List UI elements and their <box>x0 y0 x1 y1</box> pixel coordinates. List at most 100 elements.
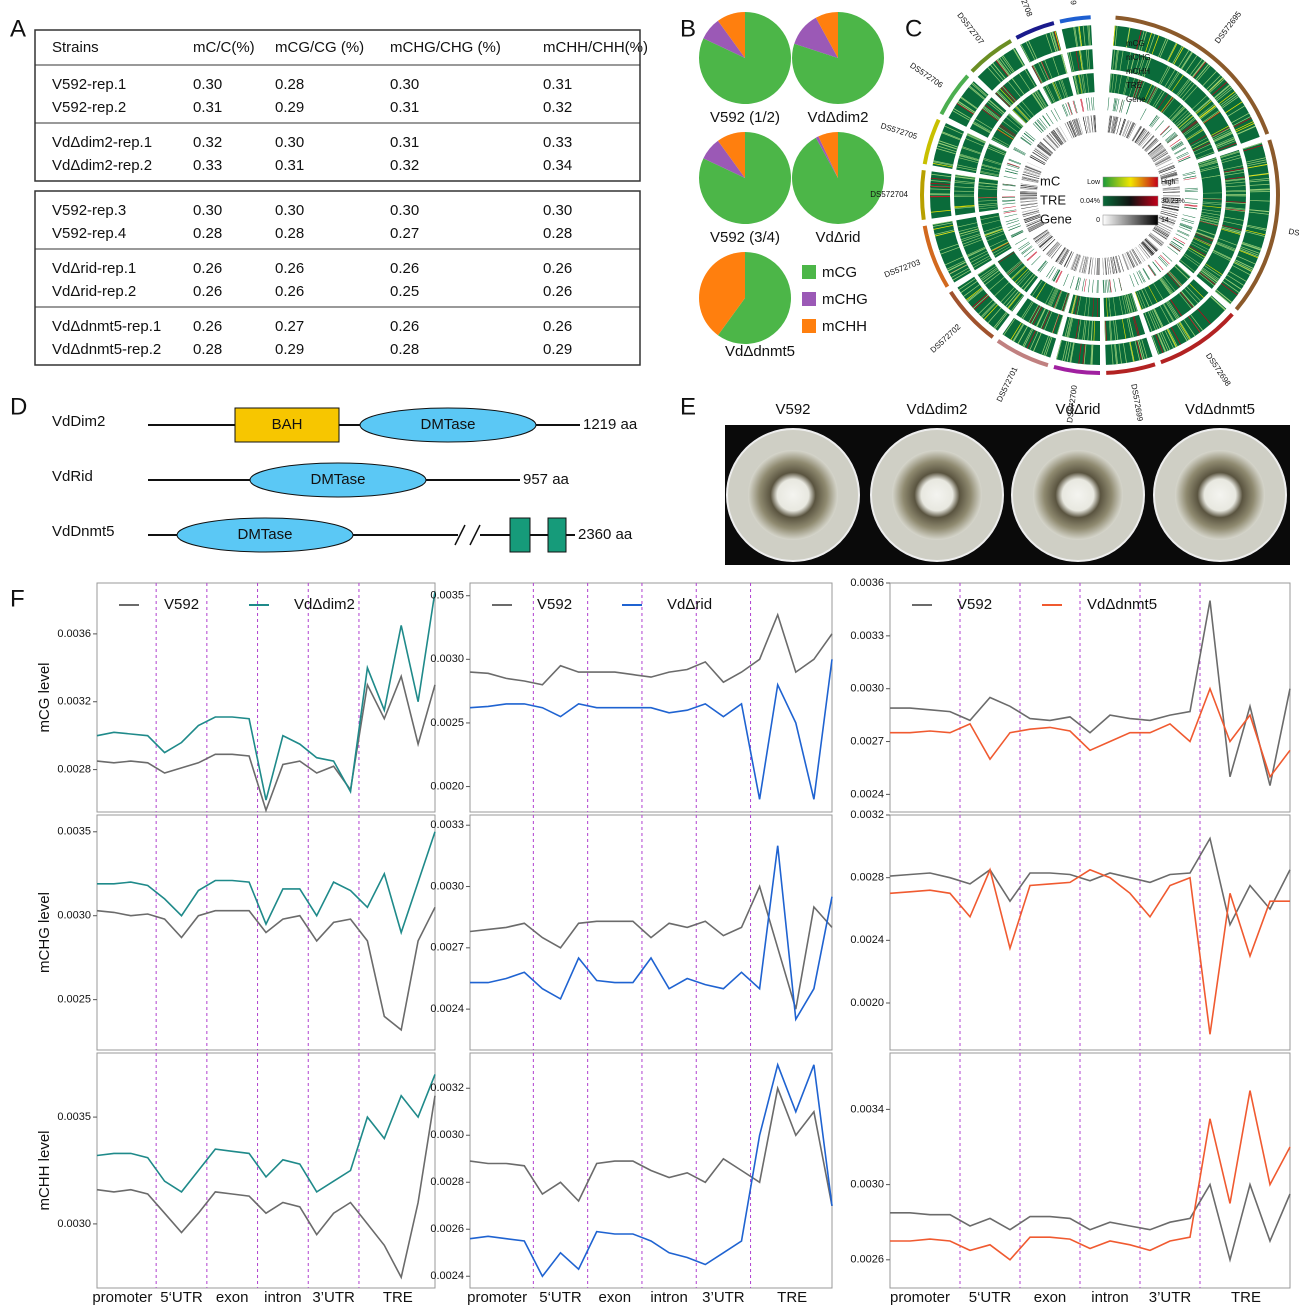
legend-max: 30.23% <box>1161 198 1185 205</box>
tre-stripe <box>1176 233 1188 239</box>
gene-stripe <box>1102 258 1103 275</box>
y-tick-label: 0.0024 <box>430 1270 464 1282</box>
gene-stripe <box>1122 254 1128 270</box>
table-cell: VdΔdim2-rep.1 <box>52 134 152 151</box>
track-label: mCHH <box>1126 67 1150 76</box>
chromosome-label: DS572701 <box>995 365 1020 403</box>
plot-frame <box>890 583 1290 812</box>
table-cell: VdΔdnmt5-rep.2 <box>52 341 161 358</box>
track-label: mCHG <box>1126 53 1150 62</box>
table-cell: 0.33 <box>543 134 572 151</box>
strain-label: VdΔdnmt5 <box>1185 401 1255 418</box>
legend-swatch <box>802 265 816 279</box>
legend-label: mCHH <box>822 318 867 335</box>
tre-stripe <box>1053 269 1060 281</box>
table-cell: 0.32 <box>193 134 222 151</box>
table-cell: 0.25 <box>390 283 419 300</box>
legend-label: V592 <box>164 596 199 613</box>
tre-stripe <box>1160 126 1170 136</box>
track-stripe <box>954 195 974 196</box>
chromosome-label: DS572703 <box>883 257 922 279</box>
gene-stripe <box>1089 257 1092 274</box>
figure: ABCDEFStrainsmC/C(%)mCG/CG (%)mCHG/CHG (… <box>0 0 1299 1307</box>
tre-stripe <box>1054 108 1060 120</box>
gene-stripe <box>1024 215 1040 221</box>
x-tick-label: TRE <box>1231 1289 1261 1306</box>
table-cell: 0.26 <box>193 318 222 335</box>
table-cell: VdΔdnmt5-rep.1 <box>52 318 161 335</box>
y-tick-label: 0.0030 <box>57 1218 91 1230</box>
table-cell: 0.33 <box>193 157 222 174</box>
table-cell: 0.30 <box>390 76 419 93</box>
tre-stripe <box>1002 196 1015 197</box>
y-tick-label: 0.0036 <box>850 577 884 589</box>
tre-stripe <box>1008 223 1020 228</box>
y-tick-label: 0.0030 <box>430 1129 464 1141</box>
table-cell: 0.31 <box>193 99 222 116</box>
gene-stripe <box>1132 249 1141 264</box>
legend-label: VdΔrid <box>667 596 712 613</box>
chromosome-label: DS572708 <box>1012 0 1034 18</box>
table-cell: 0.29 <box>275 99 304 116</box>
gene-stripe <box>1134 248 1144 262</box>
table-cell: 0.26 <box>275 283 304 300</box>
table-cell: 0.32 <box>390 157 419 174</box>
y-tick-label: 0.0027 <box>850 735 884 747</box>
x-tick-label: intron <box>1091 1289 1129 1306</box>
tre-stripe <box>1097 280 1098 293</box>
tre-stripe <box>1006 218 1019 222</box>
tre-stripe <box>1065 103 1070 115</box>
y-tick-label: 0.0024 <box>850 934 884 946</box>
x-tick-label: exon <box>599 1289 632 1306</box>
tre-stripe <box>1048 267 1055 278</box>
legend-label: Gene <box>1040 211 1072 226</box>
tre-stripe <box>1051 110 1058 121</box>
gene-stripe <box>1046 242 1058 255</box>
gene-stripe <box>1159 166 1175 173</box>
tre-stripe <box>1004 214 1017 217</box>
tre-stripe <box>1053 270 1060 282</box>
legend-label: VdΔdnmt5 <box>1087 596 1157 613</box>
y-axis-label: mCG level <box>36 662 53 732</box>
tre-stripe <box>1185 191 1198 192</box>
tre-stripe <box>1143 268 1150 279</box>
domain-box <box>510 518 530 552</box>
track-label: TRE <box>1126 81 1142 90</box>
tre-stripe <box>1003 206 1016 208</box>
table-cell: 0.26 <box>543 283 572 300</box>
tre-stripe <box>1003 209 1016 212</box>
gene-stripe <box>1056 247 1066 261</box>
y-tick-label: 0.0035 <box>57 1111 91 1123</box>
tre-stripe <box>1006 220 1019 224</box>
y-tick-label: 0.0028 <box>850 872 884 884</box>
table-cell: 0.27 <box>275 318 304 335</box>
table-cell: 0.28 <box>390 341 419 358</box>
gene-stripe <box>1122 120 1128 136</box>
x-tick-label: 3’UTR <box>312 1289 355 1306</box>
tre-stripe <box>1119 100 1122 113</box>
pie-label: VdΔdnmt5 <box>725 343 795 360</box>
legend-swatch <box>802 292 816 306</box>
chromosome-label: DS572705 <box>880 121 919 141</box>
y-tick-label: 0.0030 <box>850 1179 884 1191</box>
tre-stripe <box>1009 226 1021 231</box>
legend-max: High <box>1161 179 1176 186</box>
table-header: mCHG/CHG (%) <box>390 39 501 56</box>
y-tick-label: 0.0035 <box>430 590 464 602</box>
tre-stripe <box>1004 211 1017 214</box>
gene-stripe <box>1145 139 1157 151</box>
table-cell: 0.34 <box>543 157 572 174</box>
tre-stripe <box>1067 102 1072 114</box>
x-tick-label: TRE <box>777 1289 807 1306</box>
legend-gradient <box>1103 215 1158 225</box>
tre-stripe <box>1167 246 1178 254</box>
gene-stripe <box>1083 117 1087 134</box>
x-tick-label: promoter <box>92 1289 152 1306</box>
x-tick-label: 5‘UTR <box>539 1289 582 1306</box>
fungal-colony <box>892 450 982 540</box>
table-cell: 0.26 <box>390 260 419 277</box>
tre-stripe <box>1063 104 1068 116</box>
y-tick-label: 0.0025 <box>57 994 91 1006</box>
panel-label: A <box>10 15 26 42</box>
tre-stripe <box>1108 280 1110 293</box>
